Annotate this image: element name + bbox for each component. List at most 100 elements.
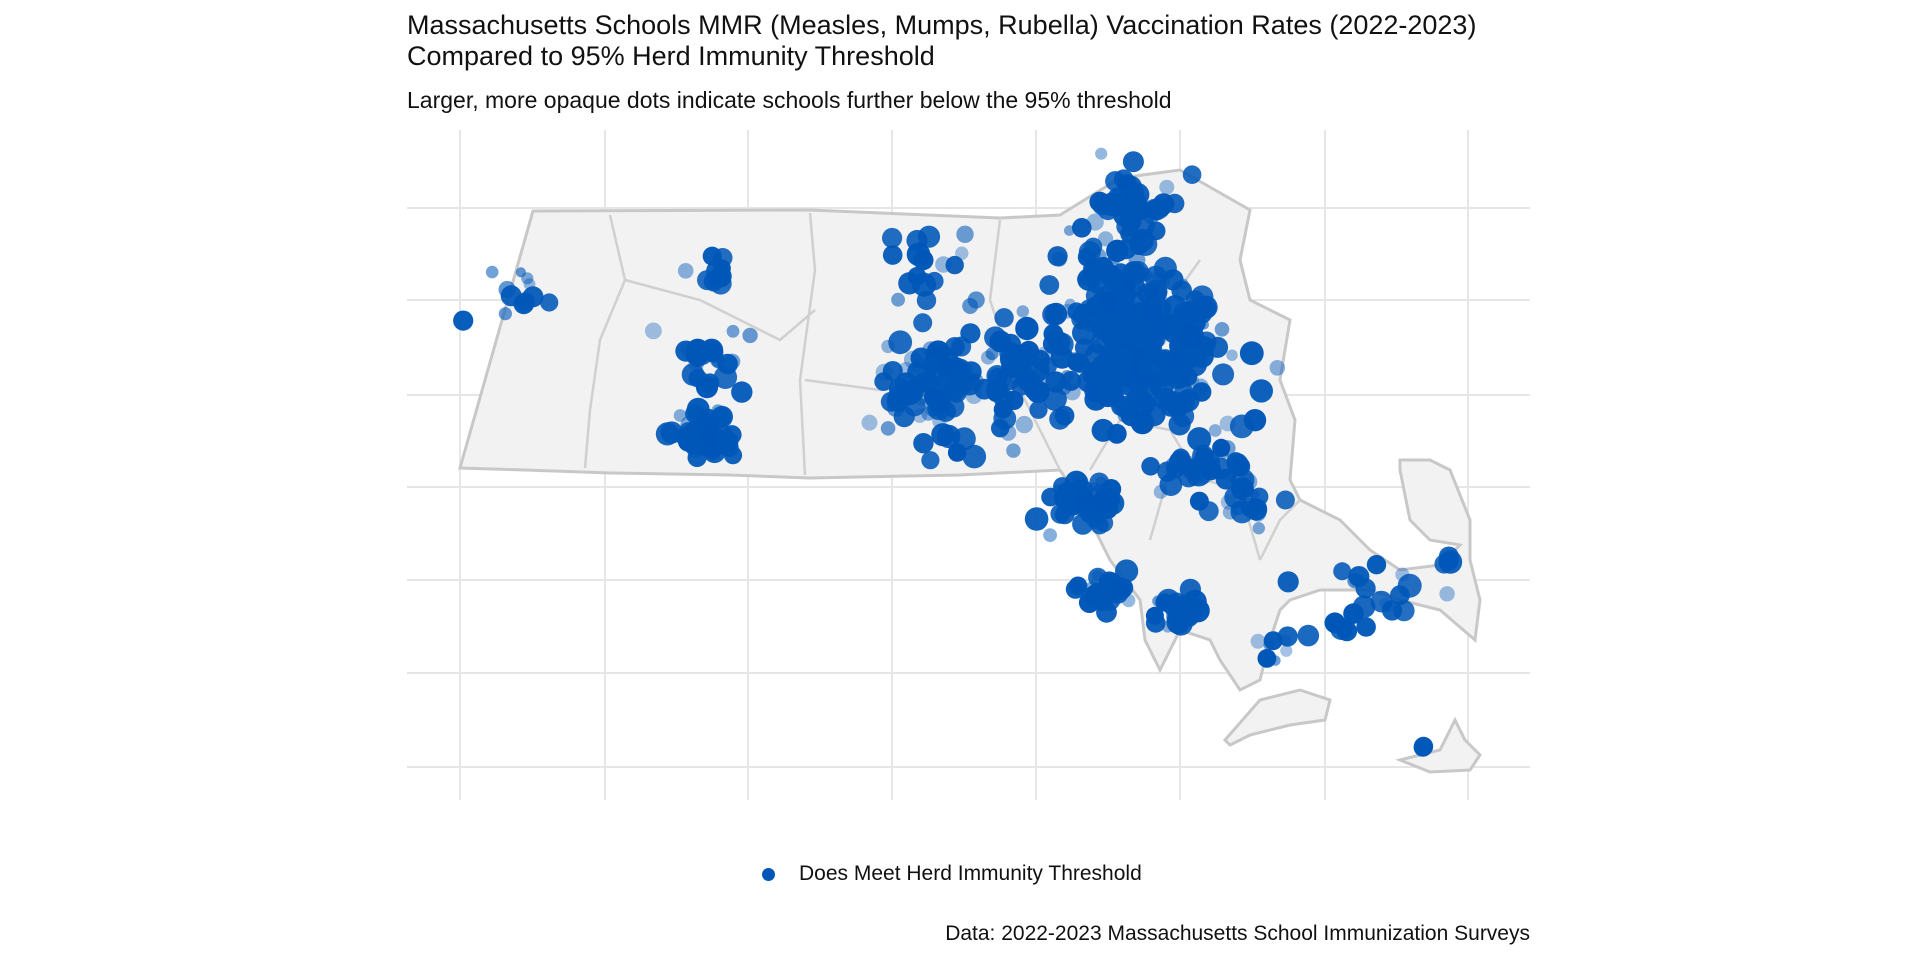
school-point bbox=[1257, 649, 1277, 668]
school-point bbox=[699, 426, 718, 445]
school-point bbox=[521, 272, 534, 285]
school-point bbox=[1113, 169, 1134, 189]
school-point bbox=[1049, 408, 1071, 430]
school-point bbox=[1208, 424, 1222, 437]
school-point bbox=[1395, 567, 1410, 582]
school-point bbox=[1413, 736, 1434, 757]
school-point bbox=[1397, 573, 1422, 598]
school-point bbox=[924, 387, 939, 401]
school-point bbox=[1053, 487, 1077, 510]
school-point bbox=[955, 246, 969, 260]
school-point bbox=[994, 308, 1014, 328]
school-point bbox=[960, 361, 982, 383]
school-point bbox=[742, 327, 758, 344]
school-point bbox=[1074, 338, 1094, 358]
school-point bbox=[1275, 490, 1295, 510]
school-point bbox=[1107, 572, 1119, 584]
school-point bbox=[1093, 256, 1114, 278]
school-point bbox=[1060, 303, 1075, 319]
school-point bbox=[1216, 447, 1229, 460]
school-point bbox=[991, 419, 1010, 438]
school-point bbox=[1206, 336, 1229, 358]
school-point bbox=[677, 263, 694, 279]
school-point bbox=[516, 292, 535, 311]
school-point bbox=[1121, 593, 1136, 608]
school-point bbox=[1086, 362, 1107, 383]
school-point bbox=[1065, 579, 1085, 599]
data-caption: Data: 2022-2023 Massachusetts School Imm… bbox=[945, 922, 1530, 945]
school-point bbox=[1178, 367, 1198, 387]
school-point bbox=[1015, 415, 1033, 434]
school-point bbox=[888, 330, 913, 355]
school-point bbox=[1063, 383, 1081, 401]
school-point bbox=[985, 347, 999, 361]
school-point bbox=[1249, 504, 1267, 522]
school-point bbox=[1337, 617, 1355, 635]
school-point bbox=[1175, 610, 1188, 624]
school-point bbox=[1143, 301, 1161, 320]
school-point bbox=[1078, 241, 1101, 263]
school-point bbox=[881, 339, 895, 354]
school-point bbox=[1393, 600, 1415, 622]
school-point bbox=[1333, 562, 1352, 581]
school-point bbox=[1122, 278, 1137, 292]
school-point bbox=[731, 381, 753, 403]
school-point bbox=[702, 246, 722, 266]
school-point bbox=[875, 363, 893, 381]
school-point bbox=[1252, 522, 1266, 535]
school-point bbox=[1060, 370, 1074, 383]
school-point bbox=[673, 409, 687, 422]
school-point bbox=[1249, 379, 1274, 403]
school-point bbox=[1069, 576, 1086, 593]
school-point bbox=[1159, 393, 1173, 407]
school-point bbox=[1174, 608, 1193, 628]
school-point bbox=[1093, 488, 1115, 511]
school-point bbox=[1011, 377, 1030, 396]
school-point bbox=[861, 414, 878, 431]
school-point bbox=[1229, 414, 1254, 439]
school-point bbox=[913, 313, 933, 333]
school-point bbox=[1145, 613, 1166, 633]
school-point bbox=[1006, 443, 1021, 458]
school-point bbox=[1077, 272, 1090, 286]
school-point bbox=[1159, 179, 1175, 195]
school-point bbox=[1142, 287, 1155, 300]
school-point bbox=[1438, 550, 1463, 574]
school-point bbox=[1126, 183, 1150, 207]
school-point bbox=[1297, 624, 1320, 647]
school-point bbox=[711, 405, 733, 428]
school-point bbox=[1116, 239, 1137, 260]
school-point bbox=[962, 444, 987, 469]
school-point bbox=[993, 400, 1013, 419]
school-point bbox=[1366, 555, 1387, 575]
school-point bbox=[1191, 285, 1214, 308]
school-point bbox=[719, 438, 739, 457]
school-point bbox=[1016, 305, 1029, 318]
school-point bbox=[1095, 476, 1107, 488]
school-point bbox=[986, 365, 1009, 387]
school-point bbox=[921, 451, 940, 470]
school-point bbox=[912, 272, 937, 297]
school-point bbox=[1042, 333, 1064, 355]
school-point bbox=[1439, 586, 1455, 602]
school-point bbox=[967, 291, 985, 309]
school-point bbox=[937, 424, 961, 449]
school-point bbox=[956, 225, 974, 243]
school-point bbox=[929, 400, 946, 417]
school-point bbox=[1116, 216, 1137, 237]
school-point bbox=[913, 433, 934, 454]
school-point bbox=[960, 323, 981, 344]
school-point bbox=[1144, 265, 1168, 289]
school-point bbox=[882, 245, 903, 265]
school-point bbox=[1099, 322, 1123, 347]
legend: Does Meet Herd Immunity Threshold bbox=[762, 862, 1142, 886]
school-point bbox=[698, 373, 711, 386]
school-point bbox=[1098, 231, 1114, 247]
school-point bbox=[453, 310, 474, 331]
school-point bbox=[880, 421, 896, 436]
school-point bbox=[1226, 453, 1249, 475]
school-point bbox=[1105, 347, 1120, 361]
school-point bbox=[1024, 507, 1049, 531]
school-point bbox=[1165, 460, 1185, 479]
school-point bbox=[1159, 393, 1176, 410]
